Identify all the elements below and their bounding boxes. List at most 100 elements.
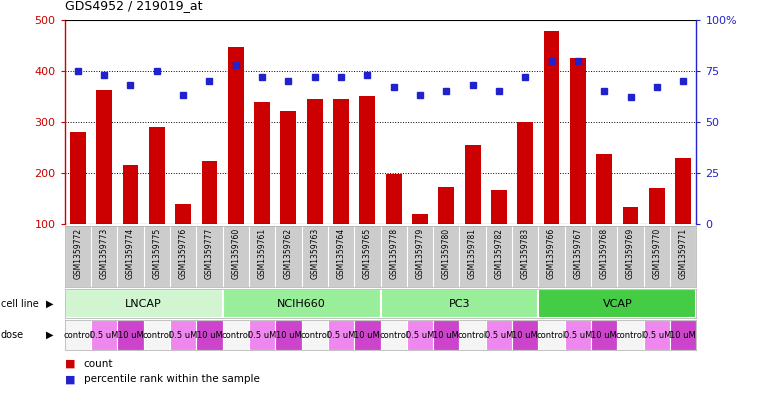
Bar	[512, 320, 539, 350]
Bar	[491, 190, 507, 275]
Bar	[617, 320, 644, 350]
Bar	[70, 132, 86, 275]
Text: 0.5 uM: 0.5 uM	[485, 331, 513, 340]
Bar	[644, 320, 670, 350]
Bar	[228, 47, 244, 275]
Bar	[281, 110, 296, 275]
Text: GSM1359777: GSM1359777	[205, 228, 214, 279]
Text: dose: dose	[1, 330, 24, 340]
Text: GSM1359780: GSM1359780	[442, 228, 451, 279]
Text: GSM1359761: GSM1359761	[257, 228, 266, 279]
Bar	[96, 90, 112, 275]
Bar	[517, 122, 533, 275]
Text: GSM1359783: GSM1359783	[521, 228, 530, 279]
Text: GSM1359778: GSM1359778	[389, 228, 398, 279]
Text: control: control	[379, 331, 409, 340]
Text: 0.5 uM: 0.5 uM	[564, 331, 592, 340]
Text: GSM1359782: GSM1359782	[495, 228, 504, 279]
Text: GSM1359776: GSM1359776	[179, 228, 188, 279]
Bar	[465, 145, 480, 275]
Text: GSM1359773: GSM1359773	[100, 228, 109, 279]
Bar	[597, 154, 612, 275]
Text: GSM1359764: GSM1359764	[336, 228, 345, 279]
Text: GSM1359768: GSM1359768	[600, 228, 609, 279]
Bar	[543, 31, 559, 275]
Text: 0.5 uM: 0.5 uM	[326, 331, 355, 340]
Bar	[591, 320, 617, 350]
Text: GSM1359763: GSM1359763	[310, 228, 319, 279]
Text: ■: ■	[65, 358, 75, 369]
Bar	[223, 320, 249, 350]
Text: GSM1359775: GSM1359775	[152, 228, 161, 279]
Text: 10 uM: 10 uM	[275, 331, 301, 340]
Text: control: control	[221, 331, 250, 340]
Bar	[407, 320, 433, 350]
Text: GSM1359774: GSM1359774	[126, 228, 135, 279]
Text: NCIH660: NCIH660	[277, 299, 326, 309]
Text: PC3: PC3	[449, 299, 470, 309]
Text: LNCAP: LNCAP	[126, 299, 162, 309]
Text: control: control	[458, 331, 487, 340]
Text: percentile rank within the sample: percentile rank within the sample	[84, 374, 260, 384]
Text: 10 uM: 10 uM	[591, 331, 617, 340]
Text: GSM1359771: GSM1359771	[679, 228, 688, 279]
Text: 10 uM: 10 uM	[512, 331, 538, 340]
Text: ■: ■	[65, 374, 75, 384]
Text: GSM1359781: GSM1359781	[468, 228, 477, 279]
Text: control: control	[616, 331, 645, 340]
Text: ▶: ▶	[46, 299, 53, 309]
Bar	[175, 204, 191, 275]
Bar	[149, 127, 164, 275]
Text: 0.5 uM: 0.5 uM	[406, 331, 435, 340]
Bar	[170, 320, 196, 350]
Bar	[301, 320, 328, 350]
Text: GDS4952 / 219019_at: GDS4952 / 219019_at	[65, 0, 202, 12]
Bar	[460, 320, 486, 350]
Text: 10 uM: 10 uM	[434, 331, 459, 340]
Bar	[65, 320, 91, 350]
Bar	[196, 320, 222, 350]
Text: 10 uM: 10 uM	[670, 331, 696, 340]
Bar	[386, 174, 402, 275]
Bar	[117, 320, 144, 350]
Bar	[65, 289, 223, 318]
Bar	[354, 320, 380, 350]
Bar	[202, 161, 218, 275]
Text: GSM1359766: GSM1359766	[547, 228, 556, 279]
Text: GSM1359772: GSM1359772	[73, 228, 82, 279]
Bar	[570, 58, 586, 275]
Bar	[486, 320, 512, 350]
Text: 10 uM: 10 uM	[355, 331, 380, 340]
Text: control: control	[300, 331, 330, 340]
Bar	[223, 289, 380, 318]
Bar	[438, 187, 454, 275]
Text: GSM1359767: GSM1359767	[573, 228, 582, 279]
Text: GSM1359770: GSM1359770	[652, 228, 661, 279]
Text: 0.5 uM: 0.5 uM	[642, 331, 671, 340]
Text: 0.5 uM: 0.5 uM	[248, 331, 276, 340]
Text: GSM1359769: GSM1359769	[626, 228, 635, 279]
Bar	[249, 320, 275, 350]
Bar	[91, 320, 117, 350]
Text: GSM1359779: GSM1359779	[416, 228, 425, 279]
Text: VCAP: VCAP	[603, 299, 632, 309]
Bar	[565, 320, 591, 350]
Text: 10 uM: 10 uM	[196, 331, 222, 340]
Bar	[649, 188, 665, 275]
Bar	[333, 99, 349, 275]
Bar	[144, 320, 170, 350]
Text: control: control	[142, 331, 171, 340]
Text: control: control	[537, 331, 566, 340]
Bar	[307, 99, 323, 275]
Bar	[380, 289, 539, 318]
Bar	[123, 165, 139, 275]
Bar	[412, 214, 428, 275]
Bar	[622, 207, 638, 275]
Bar	[275, 320, 301, 350]
Text: count: count	[84, 358, 113, 369]
Text: GSM1359765: GSM1359765	[363, 228, 372, 279]
Text: GSM1359762: GSM1359762	[284, 228, 293, 279]
Bar	[380, 320, 407, 350]
Text: cell line: cell line	[1, 299, 39, 309]
Text: 0.5 uM: 0.5 uM	[169, 331, 197, 340]
